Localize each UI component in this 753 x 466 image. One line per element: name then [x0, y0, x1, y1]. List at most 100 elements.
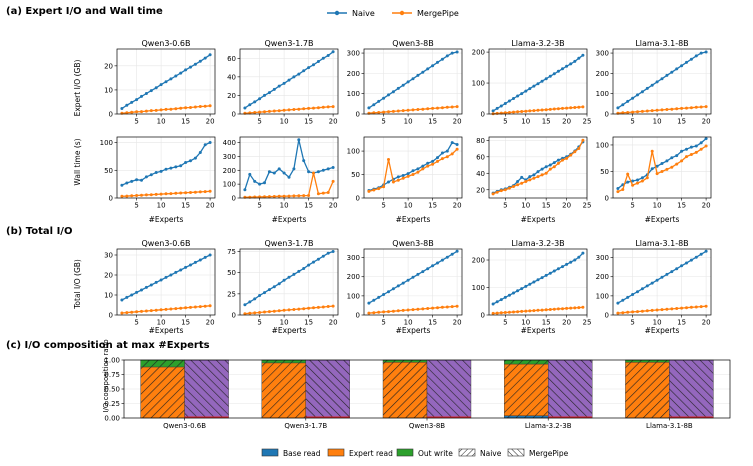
data-point-naive — [556, 267, 560, 271]
data-point-mergepipe — [287, 108, 291, 112]
data-point-mergepipe — [377, 187, 381, 191]
data-point-mergepipe — [272, 195, 276, 198]
data-point-naive — [670, 156, 674, 160]
data-point-naive — [640, 287, 644, 291]
data-point-mergepipe — [307, 106, 311, 110]
data-point-mergepipe — [154, 108, 158, 112]
data-point-mergepipe — [307, 194, 311, 197]
data-point-mergepipe — [372, 311, 376, 315]
data-point-mergepipe — [125, 311, 129, 315]
data-point-mergepipe — [440, 157, 444, 161]
data-point-naive — [512, 97, 515, 100]
bar-mergepipe — [548, 359, 593, 419]
y-tick-label: 50 — [104, 167, 113, 175]
data-point-naive — [149, 173, 153, 177]
data-point-naive — [573, 258, 577, 262]
data-point-naive — [179, 71, 183, 75]
data-point-naive — [524, 89, 528, 93]
data-point-naive — [548, 271, 552, 275]
data-point-naive — [307, 263, 311, 267]
ylabel-total-io: Total I/O (GB) — [73, 259, 82, 310]
data-point-mergepipe — [665, 167, 669, 171]
subplot-title: Llama-3.1-8B — [635, 39, 688, 48]
data-point-mergepipe — [561, 106, 564, 110]
data-point-mergepipe — [561, 158, 564, 162]
data-point-mergepipe — [130, 110, 134, 114]
data-point-mergepipe — [536, 108, 540, 112]
data-point-mergepipe — [699, 147, 703, 151]
data-point-naive — [125, 181, 129, 185]
data-point-naive — [331, 250, 335, 253]
data-point-naive — [532, 173, 536, 177]
data-point-naive — [626, 180, 630, 184]
y-tick-label: 200 — [347, 70, 360, 78]
data-point-mergepipe — [416, 307, 420, 311]
data-point-mergepipe — [130, 194, 134, 198]
ylabel-composition: I/O composition ratio — [102, 339, 110, 412]
data-point-naive — [312, 63, 315, 67]
data-point-mergepipe — [440, 106, 444, 110]
xlabel-total-2: #Experts — [272, 326, 307, 335]
data-point-naive — [164, 80, 168, 84]
x-tick-label: 25 — [583, 202, 592, 210]
data-point-mergepipe — [267, 109, 271, 113]
y-tick-label: 100 — [596, 141, 609, 149]
data-point-mergepipe — [491, 311, 495, 315]
data-point-naive — [208, 53, 212, 57]
legend-out-write-label: Out write — [418, 449, 453, 458]
data-point-naive — [140, 178, 143, 182]
data-point-naive — [253, 100, 257, 104]
data-point-mergepipe — [450, 105, 454, 109]
data-point-mergepipe — [331, 179, 335, 183]
x-tick-label: 15 — [428, 319, 437, 327]
data-point-mergepipe — [544, 108, 548, 112]
data-point-naive — [377, 295, 381, 299]
x-tick-label: 15 — [542, 319, 551, 327]
xlabel-wall-5: #Experts — [645, 215, 680, 224]
data-point-mergepipe — [665, 108, 669, 111]
data-point-naive — [367, 106, 371, 110]
data-point-naive — [316, 170, 320, 174]
data-point-naive — [694, 144, 698, 148]
data-point-naive — [130, 100, 134, 104]
x-tick-label: 20 — [562, 118, 571, 126]
data-point-naive — [556, 158, 560, 162]
data-point-mergepipe — [189, 191, 192, 194]
data-point-naive — [552, 161, 556, 165]
y-tick-label: 400 — [223, 139, 236, 147]
data-point-naive — [445, 255, 449, 259]
data-point-mergepipe — [552, 165, 556, 169]
data-point-naive — [248, 103, 252, 107]
x-tick-label: 5 — [630, 319, 634, 327]
xlabel-wall-1: #Experts — [149, 215, 184, 224]
data-point-naive — [694, 54, 698, 58]
data-point-naive — [699, 252, 703, 256]
data-point-naive — [287, 275, 291, 279]
x-tick-label: 5 — [381, 319, 385, 327]
data-point-mergepipe — [520, 110, 524, 113]
legend-naive-marker — [334, 10, 340, 16]
data-point-mergepipe — [650, 308, 654, 312]
x-tick-label: 15 — [542, 202, 551, 210]
data-point-naive — [174, 165, 178, 169]
x-tick-label: Qwen3-1.7B — [284, 422, 327, 430]
data-point-mergepipe — [164, 192, 168, 196]
data-point-mergepipe — [660, 170, 664, 173]
data-point-naive — [499, 104, 503, 108]
data-point-mergepipe — [675, 162, 679, 166]
data-point-mergepipe — [406, 174, 410, 178]
ylabel-wall-time: Wall time (s) — [73, 138, 82, 185]
data-point-naive — [208, 253, 212, 257]
y-tick-label: 0 — [605, 312, 609, 320]
data-point-mergepipe — [312, 171, 315, 175]
data-point-mergepipe — [203, 304, 207, 308]
data-point-naive — [495, 106, 499, 110]
data-point-mergepipe — [426, 307, 430, 310]
x-tick-label: 10 — [653, 202, 662, 210]
data-point-mergepipe — [140, 309, 143, 313]
data-point-mergepipe — [184, 191, 188, 195]
data-point-naive — [401, 174, 405, 177]
data-point-mergepipe — [208, 304, 212, 308]
bar-mergepipe — [669, 359, 714, 419]
